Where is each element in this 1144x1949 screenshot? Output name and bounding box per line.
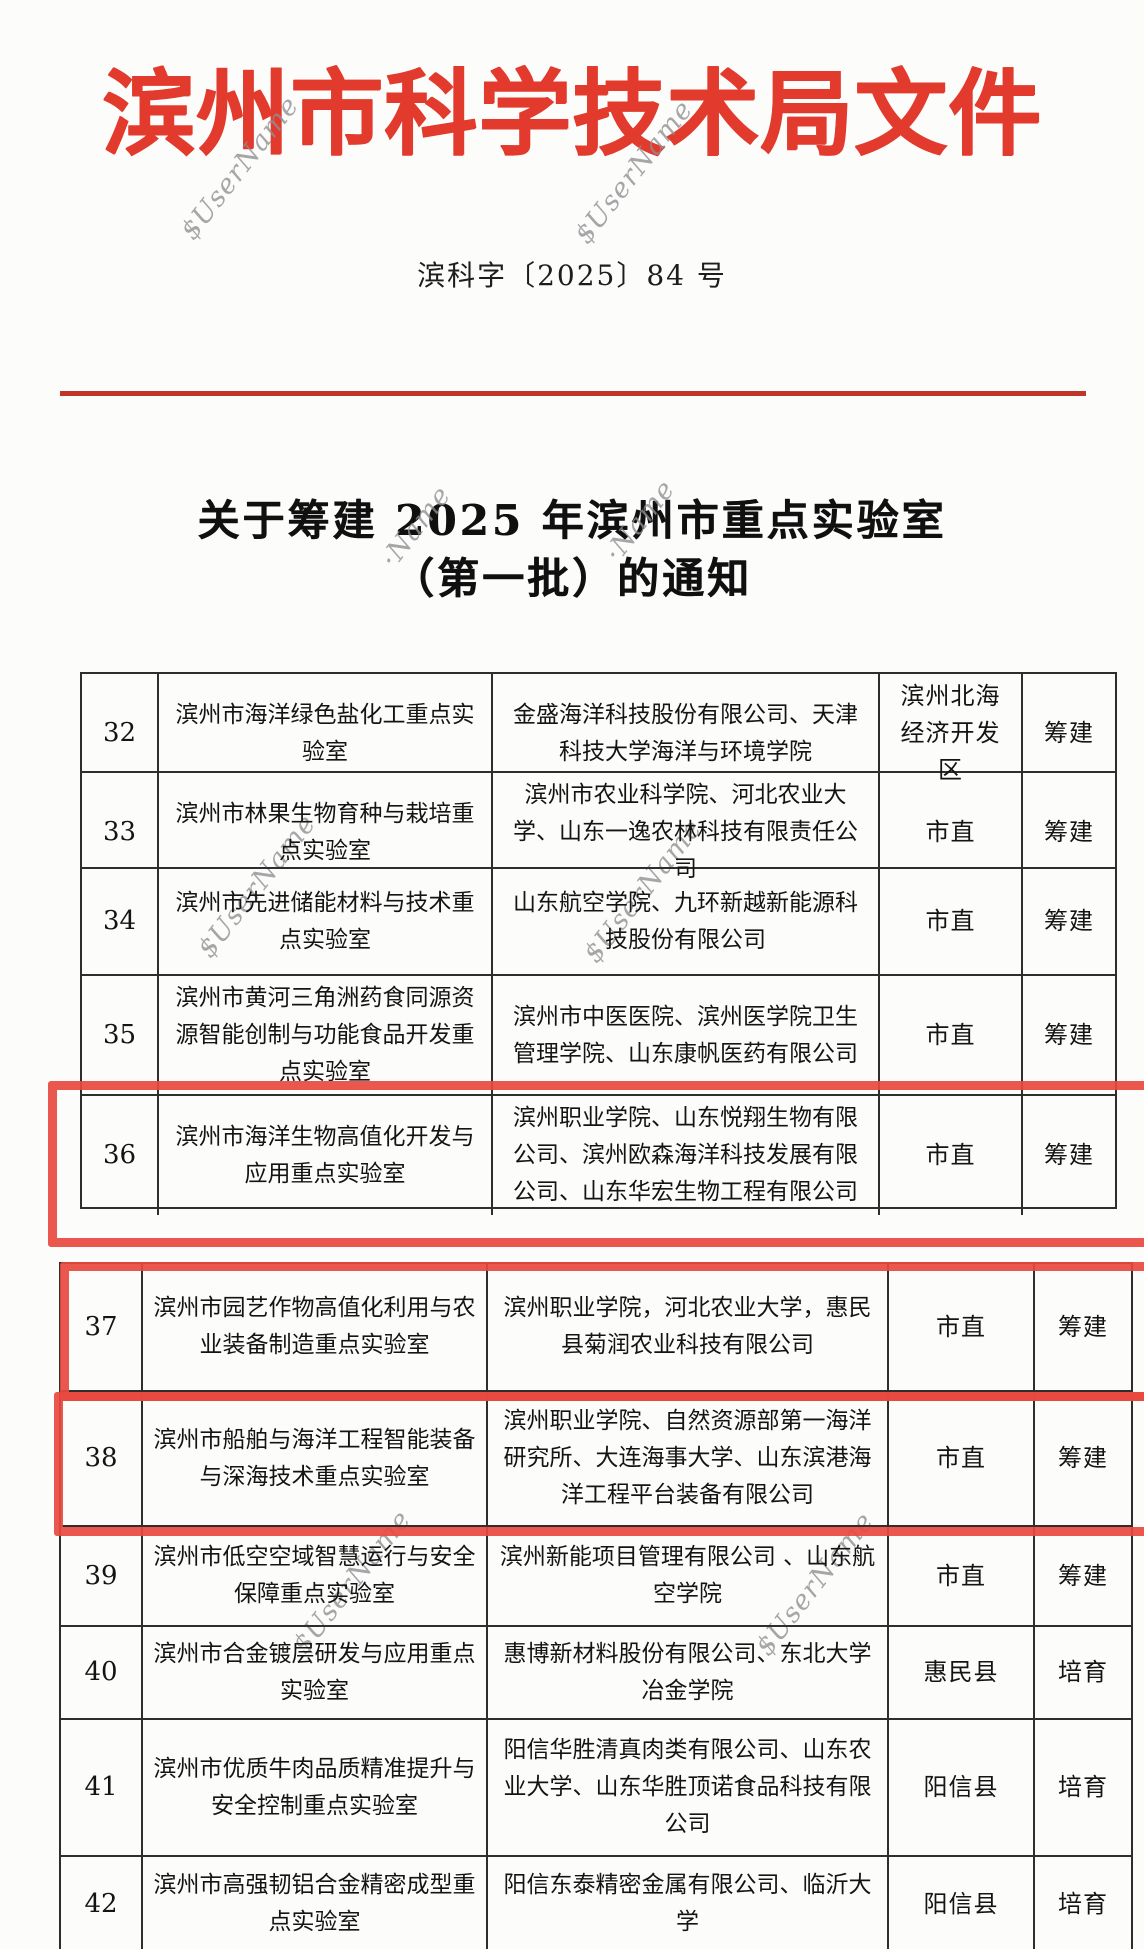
table-row: 32 滨州市海洋绿色盐化工重点实验室 金盛海洋科技股份有限公司、天津科技大学海洋…	[82, 674, 1115, 793]
partner-orgs-cell: 阳信东泰精密金属有限公司、临沂大学	[488, 1857, 889, 1949]
agency-title: 滨州市科学技术局文件	[102, 59, 1042, 168]
lab-name-cell: 滨州市海洋绿色盐化工重点实验室	[159, 674, 493, 793]
status-cell: 筹建	[1044, 818, 1094, 846]
partner-orgs-cell: 阳信华胜清真肉类有限公司、山东农业大学、山东华胜顶诺食品科技有限公司	[488, 1720, 889, 1855]
notice-title-line2: （第一批）的通知	[391, 554, 752, 603]
row-number-cell: 39	[61, 1527, 143, 1625]
lab-table-block-2: 37 滨州市园艺作物高值化利用与农业装备制造重点实验室 滨州职业学院，河北农业大…	[59, 1262, 1133, 1949]
lab-name-cell: 滨州市低空空域智慧运行与安全保障重点实验室	[143, 1527, 488, 1625]
table-row: 35 滨州市黄河三角洲药食同源资源智能创制与功能食品开发重点实验室 滨州市中医医…	[82, 976, 1115, 1096]
partner-orgs-cell: 滨州市中医医院、滨州医学院卫生管理学院、山东康帆医药有限公司	[493, 976, 880, 1095]
region-cell: 市直	[889, 1527, 1035, 1625]
status-cell: 培育	[1058, 1773, 1108, 1801]
table-row: 41 滨州市优质牛肉品质精准提升与安全控制重点实验室 阳信华胜清真肉类有限公司、…	[61, 1720, 1131, 1857]
region-cell: 市直	[889, 1264, 1035, 1390]
status-cell: 筹建	[1058, 1561, 1108, 1590]
status-cell: 筹建	[1058, 1312, 1108, 1341]
row-number-cell: 36	[82, 1096, 159, 1215]
lab-name-cell: 滨州市优质牛肉品质精准提升与安全控制重点实验室	[143, 1720, 488, 1855]
lab-name-cell: 滨州市高强韧铝合金精密成型重点实验室	[143, 1857, 488, 1949]
lab-name-cell: 滨州市合金镀层研发与应用重点实验室	[143, 1627, 488, 1718]
region-cell: 滨州北海经济开发区	[880, 674, 1023, 793]
region-cell: 市直	[880, 976, 1023, 1095]
row-number-cell: 40	[61, 1627, 143, 1718]
region-cell: 市直	[880, 869, 1023, 974]
region-cell: 阳信县	[889, 1720, 1035, 1855]
region-cell: 市直	[889, 1392, 1035, 1525]
lab-name-cell: 滨州市园艺作物高值化利用与农业装备制造重点实验室	[143, 1264, 488, 1390]
red-divider-rule	[60, 391, 1086, 396]
row-number-cell: 32	[82, 674, 159, 793]
region-cell: 市直	[880, 1096, 1023, 1215]
notice-title: 关于筹建 2025 年滨州市重点实验室 （第一批）的通知	[0, 492, 1144, 608]
partner-orgs-cell: 滨州市农业科学院、河北农业大学、山东一逸农林科技有限责任公司	[493, 773, 880, 892]
table-row: 39 滨州市低空空域智慧运行与安全保障重点实验室 滨州新能项目管理有限公司 、山…	[61, 1527, 1131, 1627]
partner-orgs-cell: 滨州职业学院，河北农业大学，惠民县菊润农业科技有限公司	[488, 1264, 889, 1390]
row-number-cell: 41	[61, 1720, 143, 1855]
partner-orgs-cell: 滨州职业学院、山东悦翔生物有限公司、滨州欧森海洋科技发展有限公司、山东华宏生物工…	[493, 1096, 880, 1215]
partner-orgs-cell: 金盛海洋科技股份有限公司、天津科技大学海洋与环境学院	[493, 674, 880, 793]
row-number-cell: 33	[82, 773, 159, 892]
status-cell: 筹建	[1044, 1141, 1094, 1169]
row-number-cell: 37	[61, 1264, 143, 1390]
lab-name-cell: 滨州市先进储能材料与技术重点实验室	[159, 869, 493, 974]
status-cell: 筹建	[1044, 1021, 1094, 1049]
status-cell: 筹建	[1058, 1444, 1108, 1472]
status-cell: 筹建	[1044, 907, 1094, 935]
table-row: 34 滨州市先进储能材料与技术重点实验室 山东航空学院、九环新越新能源科技股份有…	[82, 869, 1115, 976]
table-row: 33 滨州市林果生物育种与栽培重点实验室 滨州市农业科学院、河北农业大学、山东一…	[82, 773, 1115, 892]
region-cell: 市直	[880, 773, 1023, 892]
lab-name-cell: 滨州市林果生物育种与栽培重点实验室	[159, 773, 493, 892]
table-row-highlighted: 37 滨州市园艺作物高值化利用与农业装备制造重点实验室 滨州职业学院，河北农业大…	[61, 1264, 1131, 1392]
status-cell: 培育	[1058, 1889, 1108, 1918]
status-cell: 筹建	[1044, 719, 1094, 747]
region-cell: 惠民县	[889, 1627, 1035, 1718]
notice-title-line1: 关于筹建 2025 年滨州市重点实验室	[197, 496, 947, 545]
partner-orgs-cell: 惠博新材料股份有限公司、东北大学冶金学院	[488, 1627, 889, 1718]
table-row: 40 滨州市合金镀层研发与应用重点实验室 惠博新材料股份有限公司、东北大学冶金学…	[61, 1627, 1131, 1720]
lab-name-cell: 滨州市海洋生物高值化开发与应用重点实验室	[159, 1096, 493, 1215]
table-row-highlighted: 36 滨州市海洋生物高值化开发与应用重点实验室 滨州职业学院、山东悦翔生物有限公…	[82, 1096, 1115, 1215]
row-number-cell: 38	[61, 1392, 143, 1525]
lab-name-cell: 滨州市黄河三角洲药食同源资源智能创制与功能食品开发重点实验室	[159, 976, 493, 1095]
partner-orgs-cell: 山东航空学院、九环新越新能源科技股份有限公司	[493, 869, 880, 974]
row-number-cell: 35	[82, 976, 159, 1095]
partner-orgs-cell: 滨州新能项目管理有限公司 、山东航空学院	[488, 1527, 889, 1625]
table-row: 42 滨州市高强韧铝合金精密成型重点实验室 阳信东泰精密金属有限公司、临沂大学 …	[61, 1857, 1131, 1949]
lab-table-block-1: 32 滨州市海洋绿色盐化工重点实验室 金盛海洋科技股份有限公司、天津科技大学海洋…	[80, 672, 1117, 1215]
lab-name-cell: 滨州市船舶与海洋工程智能装备与深海技术重点实验室	[143, 1392, 488, 1525]
table-row-highlighted: 38 滨州市船舶与海洋工程智能装备与深海技术重点实验室 滨州职业学院、自然资源部…	[61, 1392, 1131, 1527]
row-number-cell: 34	[82, 869, 159, 974]
partner-orgs-cell: 滨州职业学院、自然资源部第一海洋研究所、大连海事大学、山东滨港海洋工程平台装备有…	[488, 1392, 889, 1525]
status-cell: 培育	[1058, 1658, 1108, 1686]
document-number: 滨科字〔2025〕84 号	[417, 259, 727, 292]
region-cell: 阳信县	[889, 1857, 1035, 1949]
row-number-cell: 42	[61, 1857, 143, 1949]
